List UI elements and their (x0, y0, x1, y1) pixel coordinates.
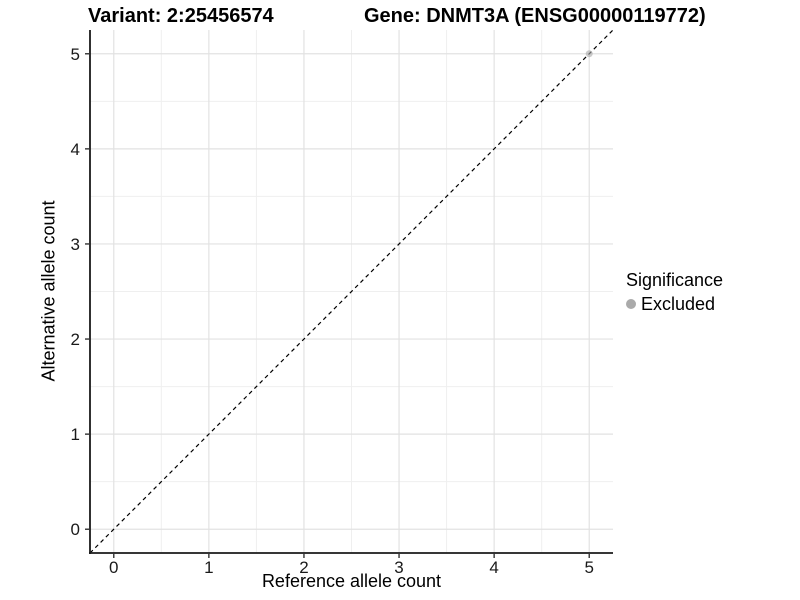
identity-dashed-line (89, 29, 614, 554)
x-tick-label: 4 (489, 558, 498, 577)
plot-title-gene: Gene: DNMT3A (ENSG00000119772) (364, 5, 706, 27)
x-tick-label: 0 (109, 558, 118, 577)
plot-title-variant: Variant: 2:25456574 (88, 5, 274, 27)
x-tick-label: 1 (204, 558, 213, 577)
y-tick-label: 2 (71, 330, 80, 349)
y-tick-label: 5 (71, 45, 80, 64)
y-tick-label: 4 (71, 140, 80, 159)
legend: Significance Excluded (626, 269, 723, 315)
excluded-point-swatch-icon (626, 299, 636, 309)
x-tick-label: 5 (584, 558, 593, 577)
legend-title: Significance (626, 270, 724, 290)
x-tick-label: 3 (394, 558, 403, 577)
data-point-excluded (585, 50, 593, 58)
x-axis-title: Reference allele count (261, 571, 442, 591)
y-tick-label: 3 (71, 235, 80, 254)
y-tick-label: 1 (71, 425, 80, 444)
y-tick-label: 0 (71, 520, 80, 539)
legend-item-excluded: Excluded (626, 293, 723, 315)
legend-item-label: Excluded (641, 294, 716, 314)
x-tick-label: 2 (299, 558, 308, 577)
y-axis-title: Alternative allele count (38, 200, 59, 382)
